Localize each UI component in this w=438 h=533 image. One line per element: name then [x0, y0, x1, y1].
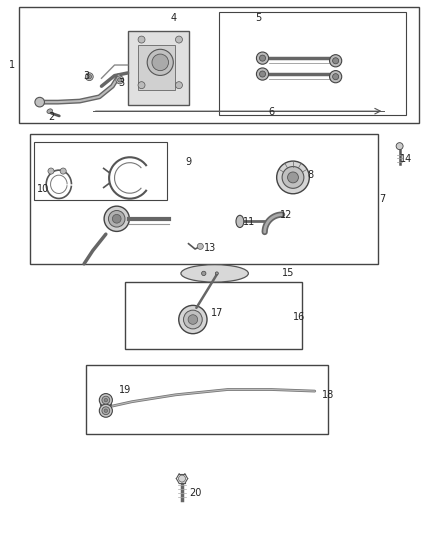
Ellipse shape [99, 404, 113, 417]
Ellipse shape [215, 272, 219, 275]
Bar [86, 365, 328, 433]
Ellipse shape [176, 82, 183, 88]
Text: 1: 1 [9, 60, 15, 70]
Ellipse shape [117, 78, 122, 82]
Text: 20: 20 [189, 488, 201, 498]
Text: 3: 3 [83, 70, 89, 80]
Ellipse shape [332, 74, 339, 80]
Ellipse shape [329, 70, 342, 83]
Ellipse shape [197, 243, 203, 249]
Ellipse shape [277, 161, 309, 194]
Bar [19, 7, 419, 123]
Text: 19: 19 [119, 384, 131, 394]
Ellipse shape [60, 168, 66, 174]
Ellipse shape [87, 75, 92, 79]
Bar [138, 45, 176, 91]
Ellipse shape [201, 271, 206, 276]
Ellipse shape [236, 215, 244, 228]
Ellipse shape [152, 54, 169, 71]
Ellipse shape [102, 396, 110, 404]
Text: 14: 14 [400, 154, 412, 164]
Ellipse shape [47, 109, 53, 114]
Ellipse shape [176, 36, 183, 43]
Ellipse shape [288, 172, 298, 183]
Ellipse shape [396, 143, 403, 150]
Text: 5: 5 [255, 13, 261, 23]
Ellipse shape [188, 314, 198, 324]
Text: 17: 17 [211, 308, 223, 318]
Text: 2: 2 [48, 112, 55, 122]
Bar [34, 142, 167, 200]
Ellipse shape [102, 407, 110, 415]
Text: 7: 7 [379, 193, 385, 204]
Ellipse shape [138, 82, 145, 88]
Ellipse shape [259, 71, 265, 77]
Ellipse shape [104, 206, 129, 231]
Ellipse shape [116, 76, 124, 84]
Ellipse shape [35, 98, 45, 107]
Ellipse shape [256, 68, 268, 80]
Text: 15: 15 [283, 269, 295, 278]
Ellipse shape [104, 398, 108, 402]
Bar [219, 12, 406, 115]
Text: 8: 8 [307, 171, 314, 180]
Text: 9: 9 [185, 157, 191, 166]
Ellipse shape [147, 49, 173, 76]
Text: 12: 12 [280, 210, 293, 220]
Bar [125, 282, 302, 349]
Ellipse shape [48, 168, 54, 174]
Ellipse shape [282, 166, 304, 188]
Bar [127, 30, 188, 105]
Ellipse shape [179, 475, 185, 482]
Text: 11: 11 [244, 217, 256, 228]
Ellipse shape [181, 265, 248, 282]
Text: 10: 10 [37, 184, 49, 194]
Ellipse shape [329, 55, 342, 67]
Bar [30, 134, 378, 264]
Text: 18: 18 [321, 390, 334, 400]
Ellipse shape [138, 36, 145, 43]
Text: 16: 16 [293, 312, 306, 322]
Ellipse shape [332, 58, 339, 64]
Ellipse shape [109, 211, 125, 227]
Text: 3: 3 [118, 77, 124, 87]
Ellipse shape [85, 73, 93, 80]
Ellipse shape [104, 409, 108, 413]
Ellipse shape [184, 310, 202, 329]
Ellipse shape [99, 393, 113, 407]
Ellipse shape [179, 305, 207, 334]
Ellipse shape [113, 214, 121, 223]
Text: 6: 6 [268, 107, 274, 117]
Ellipse shape [259, 55, 265, 61]
Bar [258, 55, 263, 61]
Ellipse shape [256, 52, 268, 64]
Text: 13: 13 [204, 243, 216, 253]
Text: 4: 4 [170, 13, 177, 23]
